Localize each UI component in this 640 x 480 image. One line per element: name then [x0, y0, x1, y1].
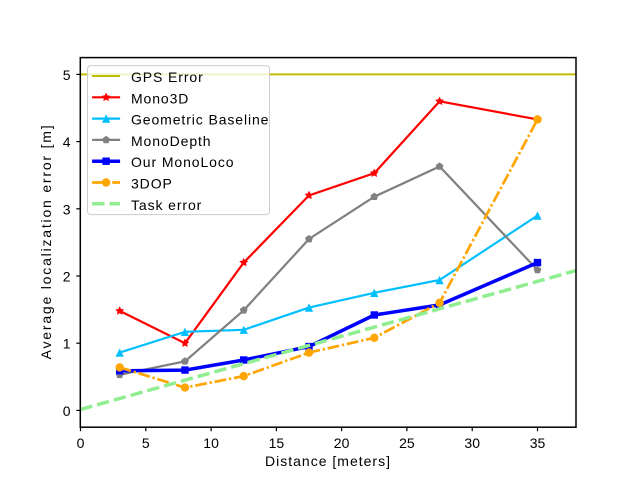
svg-text:5: 5	[142, 435, 150, 451]
svg-text:1: 1	[63, 336, 71, 352]
svg-text:4: 4	[63, 134, 71, 150]
svg-text:MonoDepth: MonoDepth	[131, 133, 211, 149]
svg-text:Geometric Baseline: Geometric Baseline	[131, 112, 269, 128]
svg-text:10: 10	[203, 435, 219, 451]
svg-text:Distance [meters]: Distance [meters]	[265, 453, 391, 469]
svg-text:Mono3D: Mono3D	[131, 90, 189, 106]
svg-text:2: 2	[63, 269, 71, 285]
svg-text:3: 3	[63, 201, 71, 217]
svg-text:20: 20	[334, 435, 350, 451]
svg-text:Average localization error [m]: Average localization error [m]	[38, 124, 54, 360]
svg-text:Task error: Task error	[131, 197, 202, 213]
svg-text:0: 0	[77, 435, 85, 451]
svg-text:3DOP: 3DOP	[131, 176, 173, 192]
svg-text:25: 25	[399, 435, 415, 451]
svg-text:35: 35	[530, 435, 546, 451]
svg-text:30: 30	[464, 435, 480, 451]
svg-text:15: 15	[269, 435, 285, 451]
svg-text:0: 0	[63, 403, 71, 419]
svg-text:GPS Error: GPS Error	[131, 69, 204, 85]
svg-text:Our MonoLoco: Our MonoLoco	[131, 154, 234, 170]
svg-text:5: 5	[63, 67, 71, 83]
